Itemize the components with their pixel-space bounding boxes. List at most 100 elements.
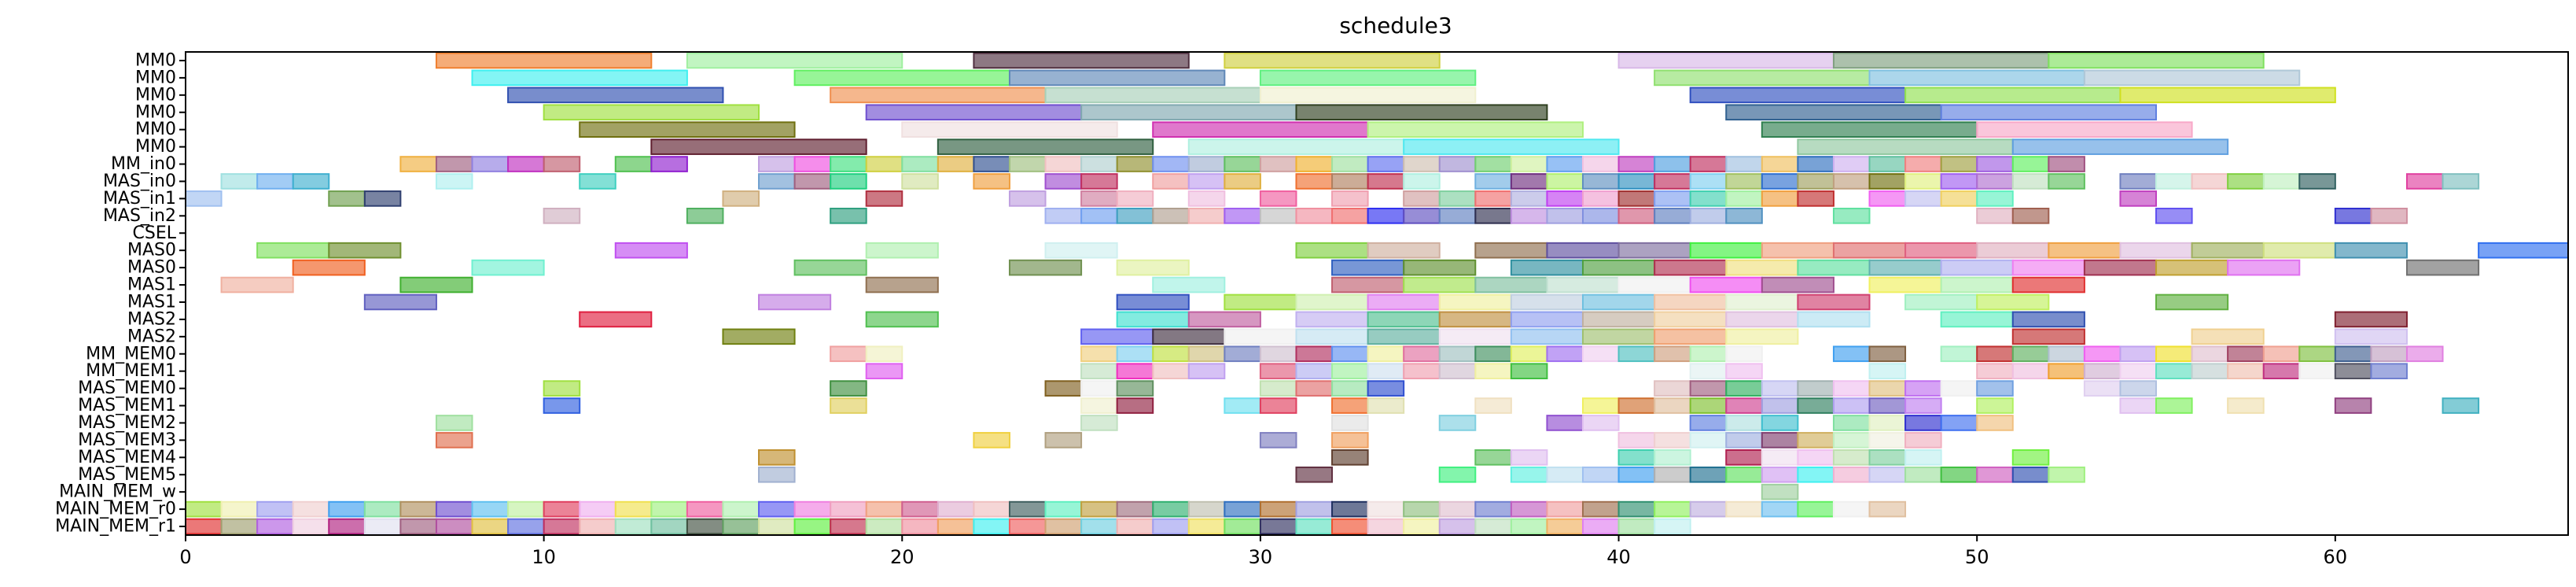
task-bar	[614, 242, 688, 259]
task-bar	[1224, 173, 1261, 190]
task-bar	[2119, 363, 2158, 379]
task-bar	[1438, 294, 1512, 311]
task-bar	[1797, 259, 1871, 276]
task-bar	[1725, 466, 1763, 483]
task-bar	[937, 138, 1154, 155]
task-bar	[793, 259, 867, 276]
task-bar	[1044, 518, 1083, 535]
task-bar	[1510, 259, 1584, 276]
task-bar	[2370, 363, 2408, 379]
task-bar	[650, 156, 688, 172]
task-bar	[1725, 500, 1763, 518]
task-bar	[1654, 208, 1691, 224]
task-bar	[1116, 397, 1154, 414]
task-bar	[865, 104, 1083, 121]
task-bar	[1940, 156, 1978, 172]
task-bar	[1295, 328, 1369, 345]
task-bar	[973, 518, 1010, 535]
task-bar	[1438, 466, 1477, 483]
task-bar	[793, 69, 1010, 87]
task-bar	[1331, 380, 1369, 397]
task-bar	[1474, 190, 1512, 207]
task-bar	[1224, 328, 1297, 345]
task-bar	[1259, 190, 1297, 207]
task-bar	[1689, 156, 1728, 172]
x-tick-label: 30	[1249, 546, 1273, 568]
task-bar	[2334, 328, 2408, 345]
task-bar	[1689, 208, 1728, 224]
task-bar	[2262, 363, 2301, 379]
task-bar	[1832, 380, 1871, 397]
task-bar	[399, 156, 437, 172]
task-bar	[2048, 345, 2085, 363]
task-bar	[1080, 345, 1118, 363]
task-bar	[1367, 208, 1405, 224]
task-bar	[256, 242, 330, 259]
task-bar	[2334, 311, 2408, 328]
task-bar	[1940, 104, 2158, 121]
task-bar	[1617, 208, 1656, 224]
task-bar	[1259, 156, 1297, 172]
y-tick-label: MAIN_MEM_r0	[55, 500, 176, 519]
task-bar	[2191, 173, 2229, 190]
task-bar	[256, 518, 294, 535]
task-bar	[1259, 363, 1297, 379]
task-bar	[1438, 500, 1477, 518]
task-bar	[579, 500, 616, 518]
row-labels: MM0MM0MM0MM0MM0MM0MM_in0MAS_in0MAS_in1MA…	[55, 50, 186, 537]
task-bar	[1403, 500, 1441, 518]
task-bar	[1546, 415, 1584, 431]
task-bar	[758, 156, 796, 172]
task-bar	[256, 500, 294, 518]
task-bar	[901, 500, 939, 518]
task-bar	[1904, 380, 1942, 397]
task-bar	[1868, 173, 1907, 190]
task-bar	[1331, 156, 1369, 172]
task-bar	[758, 500, 796, 518]
task-bar	[1868, 466, 1907, 483]
task-bar	[471, 69, 688, 87]
task-bar	[1832, 397, 1871, 414]
task-bar	[1367, 500, 1405, 518]
y-tick-label: MAS2	[127, 309, 176, 329]
task-bar	[1617, 52, 1834, 69]
task-bar	[1008, 500, 1047, 518]
task-bar	[579, 121, 796, 138]
task-bar	[1832, 52, 2050, 69]
task-bar	[1152, 121, 1369, 138]
y-tick-label: MAS_MEM4	[78, 448, 176, 467]
task-bar	[220, 500, 259, 518]
task-bar	[1224, 156, 1261, 172]
task-bar	[2083, 69, 2301, 87]
task-bar	[1080, 156, 1118, 172]
task-bar	[2334, 208, 2372, 224]
task-bar	[2011, 328, 2085, 345]
task-bars	[185, 52, 2570, 535]
x-axis: 0 10 20 30 40 50 60	[179, 535, 2347, 568]
task-bar	[2011, 449, 2050, 466]
y-tick-label: CSEL	[133, 223, 177, 243]
y-tick-label: MM_MEM0	[86, 344, 176, 364]
task-bar	[1474, 156, 1512, 172]
task-bar	[1152, 345, 1190, 363]
task-bar	[1832, 156, 1871, 172]
task-bar	[1797, 173, 1834, 190]
task-bar	[1116, 208, 1154, 224]
task-bar	[1832, 345, 1871, 363]
task-bar	[1725, 363, 1763, 379]
task-bar	[1976, 121, 2193, 138]
task-bar	[1654, 190, 1691, 207]
task-bar	[1617, 397, 1656, 414]
task-bar	[471, 518, 510, 535]
task-bar	[1295, 500, 1334, 518]
y-tick-label: MAS_MEM3	[78, 430, 176, 450]
task-bar	[1080, 208, 1118, 224]
task-bar	[2334, 345, 2372, 363]
task-bar	[1367, 121, 1584, 138]
task-bar	[1008, 190, 1047, 207]
task-bar	[1689, 173, 1728, 190]
task-bar	[2048, 466, 2085, 483]
task-bar	[1403, 138, 1620, 155]
task-bar	[185, 190, 223, 207]
task-bar	[1581, 328, 1656, 345]
